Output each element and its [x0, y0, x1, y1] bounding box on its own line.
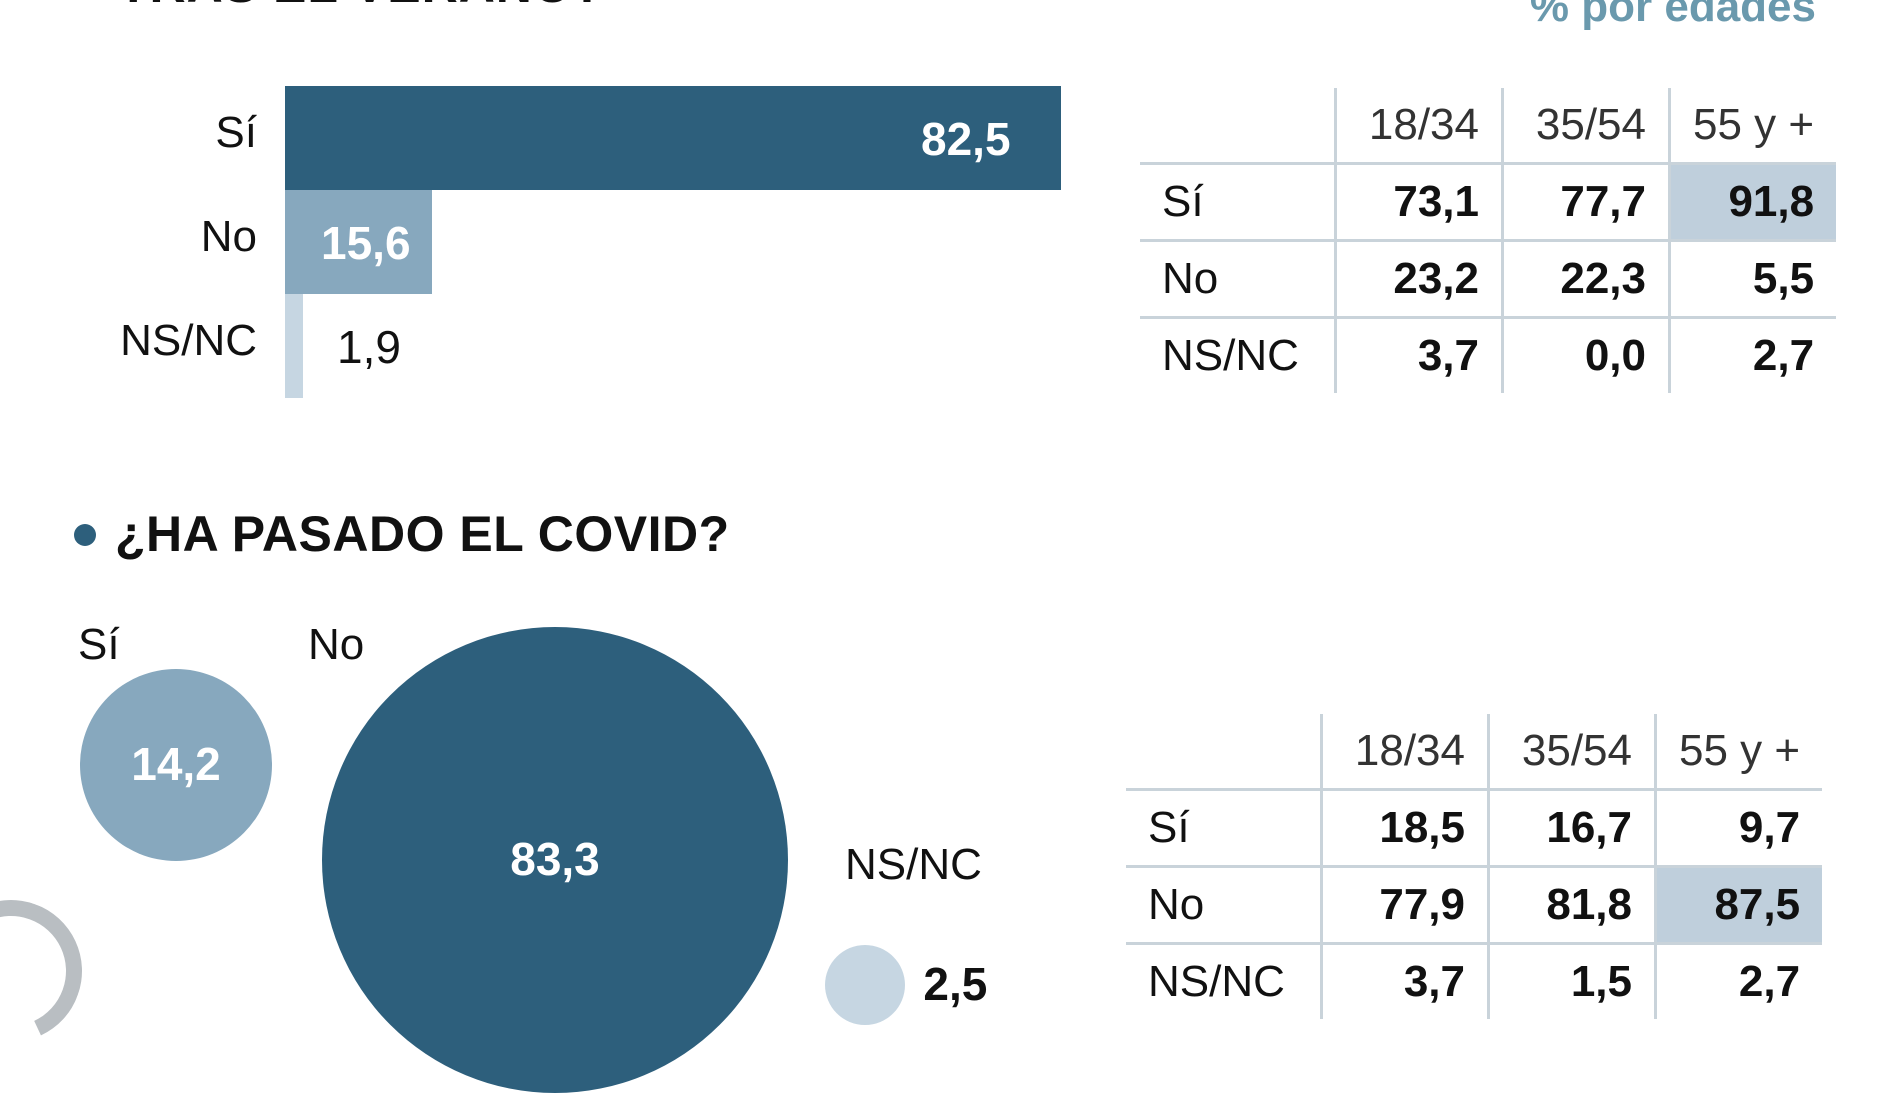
- age-breakdown-subtitle: % por edades: [1529, 0, 1816, 31]
- bubble-value-label: 2,5: [923, 958, 988, 1010]
- table-row-label: NS/NC: [1126, 942, 1322, 1019]
- section-title-covid: ¿HA PASADO EL COVID?: [115, 506, 730, 562]
- decorative-ring-icon: [0, 879, 103, 1063]
- table-row-label: NS/NC: [1140, 316, 1336, 393]
- bar-category-label: NS/NC: [120, 316, 257, 365]
- table-cell: 0,0: [1501, 316, 1670, 393]
- bar-category-label: No: [200, 212, 257, 261]
- bubble: [824, 944, 906, 1026]
- bar-value-label: 82,5: [921, 113, 1011, 165]
- table-cell: 77,9: [1320, 865, 1489, 944]
- table-corner: [1140, 88, 1336, 164]
- section-bullet-icon: [74, 524, 96, 546]
- table-row-label: No: [1126, 865, 1322, 944]
- age-table-bottom: 18/34 35/54 55 y + Sí 18,5 16,7 9,7 No 77,9 81,8 8…: [1126, 714, 1823, 1019]
- table-column-header: 18/34: [1320, 714, 1489, 790]
- age-table-top: 18/34 35/54 55 y + Sí 73,1 77,7 91,8 No 23,2 22,3…: [1140, 88, 1837, 393]
- table-column-header: 55 y +: [1654, 714, 1823, 790]
- table-row: No 23,2 22,3 5,5: [1140, 239, 1837, 318]
- table-row-label: No: [1140, 239, 1336, 318]
- table-row-label: Sí: [1126, 788, 1322, 867]
- table-column-header: 35/54: [1487, 714, 1656, 790]
- table-cell: 18,5: [1320, 788, 1489, 867]
- table-cell: 23,2: [1334, 239, 1503, 318]
- bar-category-label: Sí: [215, 108, 257, 157]
- table-column-header: 35/54: [1501, 88, 1670, 164]
- table-cell: 2,7: [1654, 942, 1823, 1019]
- bubble-category-label: NS/NC: [845, 840, 982, 889]
- top-question-title: TRAS EL VERANO?: [118, 0, 604, 14]
- table-cell: 3,7: [1320, 942, 1489, 1019]
- table-cell: 1,5: [1487, 942, 1656, 1019]
- table-row: Sí 73,1 77,7 91,8: [1140, 162, 1837, 241]
- table-column-header: 18/34: [1334, 88, 1503, 164]
- table-cell: 2,7: [1668, 316, 1837, 393]
- table-row: No 77,9 81,8 87,5: [1126, 865, 1823, 944]
- table-row-label: Sí: [1140, 162, 1336, 241]
- bar-value-label: 15,6: [321, 217, 411, 269]
- bubble-value-label: 14,2: [131, 738, 221, 790]
- bubble-value-label: 83,3: [510, 833, 600, 885]
- table-cell: 73,1: [1334, 162, 1503, 241]
- table-cell: 81,8: [1487, 865, 1656, 944]
- table-row: NS/NC 3,7 0,0 2,7: [1140, 316, 1837, 393]
- bar: [285, 190, 432, 294]
- table-cell: 9,7: [1654, 788, 1823, 867]
- bar: [285, 86, 1061, 190]
- bubble: [322, 627, 788, 1093]
- table-cell: 5,5: [1668, 239, 1837, 318]
- table-corner: [1126, 714, 1322, 790]
- table-row: NS/NC 3,7 1,5 2,7: [1126, 942, 1823, 1019]
- bar-value-label: 1,9: [337, 321, 401, 373]
- table-cell: 87,5: [1654, 865, 1823, 944]
- bubble-category-label: No: [308, 620, 365, 669]
- bar: [285, 294, 303, 398]
- table-cell: 77,7: [1501, 162, 1670, 241]
- table-cell: 16,7: [1487, 788, 1656, 867]
- table-cell: 3,7: [1334, 316, 1503, 393]
- table-column-header: 55 y +: [1668, 88, 1837, 164]
- bubble-category-label: Sí: [78, 620, 120, 669]
- bubble: [79, 668, 273, 862]
- table-row: Sí 18,5 16,7 9,7: [1126, 788, 1823, 867]
- table-cell: 22,3: [1501, 239, 1670, 318]
- table-cell: 91,8: [1668, 162, 1837, 241]
